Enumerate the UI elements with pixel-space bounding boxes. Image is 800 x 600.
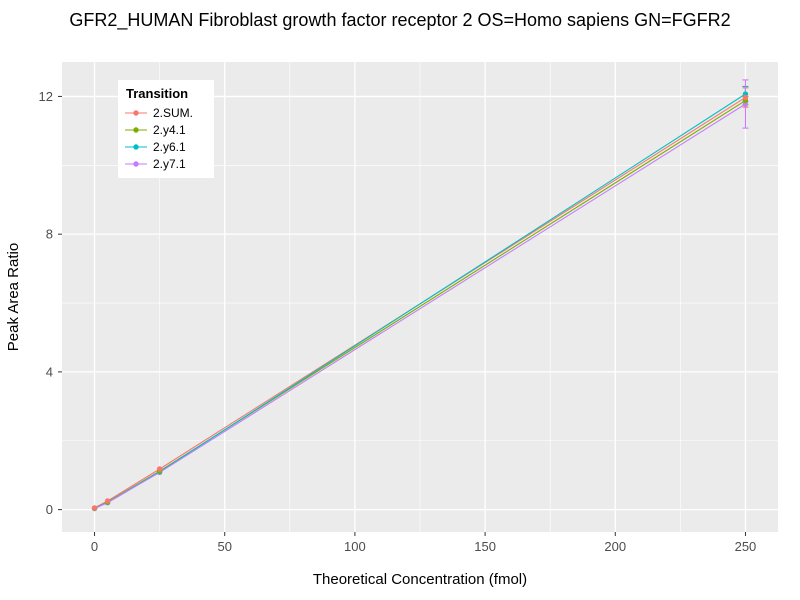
- svg-text:150: 150: [474, 539, 496, 554]
- x-tick-labels: 0 50 100 150 200 250: [91, 539, 756, 554]
- svg-text:12: 12: [39, 89, 53, 104]
- svg-text:100: 100: [344, 539, 366, 554]
- data-point-2.SUM.: [104, 498, 111, 504]
- svg-text:4: 4: [46, 364, 53, 379]
- svg-text:250: 250: [735, 539, 757, 554]
- svg-text:200: 200: [604, 539, 626, 554]
- series-lines: [94, 93, 746, 510]
- y-tick-labels: 0 4 8 12: [39, 89, 53, 517]
- axis-tick-marks: [58, 95, 746, 536]
- svg-text:8: 8: [46, 227, 53, 242]
- legend-title: Transition: [126, 86, 188, 101]
- legend-label-2.y7.1: 2.y7.1: [153, 157, 186, 171]
- series-points: [91, 91, 749, 512]
- data-point-2.SUM.: [156, 466, 163, 472]
- legend-label-2.y6.1: 2.y6.1: [153, 140, 186, 154]
- svg-text:0: 0: [91, 539, 98, 554]
- legend-key-point-2.y4.1: [133, 127, 139, 133]
- y-axis-title: Peak Area Ratio: [5, 243, 22, 351]
- series-line-2.y7.1: [94, 103, 746, 510]
- legend-label-2.y4.1: 2.y4.1: [153, 123, 186, 137]
- svg-text:50: 50: [217, 539, 231, 554]
- plot-svg: 0 50 100 150 200 250 0 4 8 12 Theoretical Concentr…: [5, 62, 778, 588]
- legend-key-point-2.y6.1: [133, 144, 139, 150]
- legend: Transition 2.SUM. 2.y4.1 2.y6.1 2.y7.1: [118, 80, 214, 178]
- x-axis-title: Theoretical Concentration (fmol): [313, 571, 527, 588]
- data-point-2.SUM.: [742, 94, 749, 101]
- svg-text:0: 0: [46, 502, 53, 517]
- legend-label-2.SUM.: 2.SUM.: [153, 106, 193, 120]
- legend-key-point-2.SUM.: [133, 110, 139, 116]
- data-point-2.SUM.: [91, 505, 98, 511]
- chart-title: GFR2_HUMAN Fibroblast growth factor rece…: [69, 10, 731, 30]
- legend-key-point-2.y7.1: [133, 161, 139, 167]
